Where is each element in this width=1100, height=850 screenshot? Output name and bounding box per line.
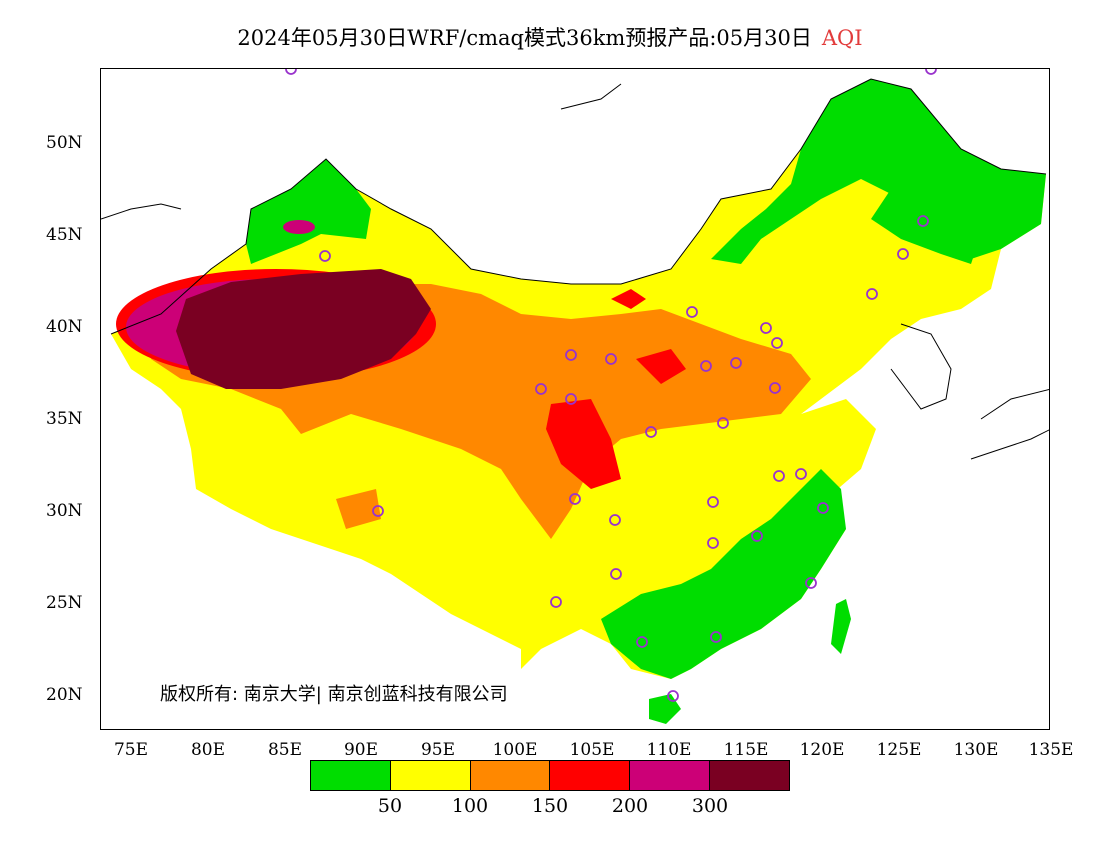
monitoring-site-marker [771, 337, 783, 349]
color-legend [310, 760, 790, 791]
monitoring-site-marker [710, 631, 722, 643]
lon-tick-110: 110E [646, 740, 692, 760]
region-north-xinjiang-green [246, 159, 371, 264]
aqi-map [101, 69, 1049, 724]
monitoring-site-marker [917, 215, 929, 227]
lat-tick-40: 40N [46, 317, 83, 337]
monitoring-site-marker [686, 306, 698, 318]
lat-tick-50: 50N [46, 133, 83, 153]
copyright-text: 版权所有: 南京大学| 南京创蓝科技有限公司 [160, 684, 508, 705]
lon-tick-85: 85E [267, 740, 303, 760]
legend-swatch-0 [311, 761, 391, 790]
monitoring-site-marker [795, 468, 807, 480]
lon-tick-115: 115E [723, 740, 769, 760]
legend-swatch-5 [710, 761, 789, 790]
monitoring-site-marker [550, 596, 562, 608]
monitoring-site-marker [319, 250, 331, 262]
lat-tick-30: 30N [46, 501, 83, 521]
korea-outline [890, 323, 952, 410]
lon-tick-80: 80E [190, 740, 226, 760]
monitoring-site-marker [667, 690, 679, 702]
monitoring-site-marker [605, 353, 617, 365]
monitoring-site-marker [569, 493, 581, 505]
monitoring-site-marker [925, 69, 937, 75]
coast-outline [110, 78, 1047, 335]
monitoring-site-marker [769, 382, 781, 394]
lon-tick-120: 120E [799, 740, 845, 760]
monitoring-site-marker [565, 393, 577, 405]
region-shanxi-red [636, 349, 686, 384]
monitoring-site-marker [751, 530, 763, 542]
region-north-red [611, 289, 646, 309]
lon-tick-105: 105E [569, 740, 615, 760]
lon-tick-100: 100E [492, 740, 538, 760]
monitoring-site-marker [285, 69, 297, 75]
lon-tick-90: 90E [343, 740, 379, 760]
region-tarim-darkred [176, 269, 431, 389]
monitoring-site-marker [707, 496, 719, 508]
monitoring-site-marker [707, 537, 719, 549]
lat-tick-35: 35N [46, 409, 83, 429]
lon-tick-130: 130E [953, 740, 999, 760]
region-sichuan-red [546, 399, 621, 489]
lat-tick-45: 45N [46, 225, 83, 245]
monitoring-site-marker [700, 360, 712, 372]
lon-tick-125: 125E [876, 740, 922, 760]
legend-label-100: 100 [451, 795, 489, 817]
border-outline [101, 83, 622, 220]
monitoring-site-marker [760, 322, 772, 334]
legend-label-150: 150 [531, 795, 569, 817]
region-northeast-green-2 [871, 189, 981, 264]
monitoring-site-marker [805, 577, 817, 589]
monitoring-site-marker [565, 349, 577, 361]
monitoring-site-marker [717, 417, 729, 429]
lon-tick-95: 95E [420, 740, 456, 760]
legend-swatch-4 [630, 761, 711, 790]
region-taiwan-green [831, 599, 851, 654]
lon-tick-75: 75E [113, 740, 149, 760]
map-frame [100, 68, 1050, 730]
monitoring-site-marker [645, 426, 657, 438]
title-variable: AQI [821, 26, 863, 50]
legend-swatch-2 [470, 761, 551, 790]
region-tibet-orange-spot [336, 489, 381, 529]
monitoring-site-marker [636, 636, 648, 648]
monitoring-site-marker [817, 502, 829, 514]
legend-label-200: 200 [611, 795, 649, 817]
map-title: 2024年05月30日WRF/cmaq模式36km预报产品:05月30日 AQI [0, 22, 1100, 52]
region-junggar-magenta [283, 220, 315, 234]
legend-label-300: 300 [691, 795, 729, 817]
title-main: 2024年05月30日WRF/cmaq模式36km预报产品:05月30日 [237, 26, 812, 50]
legend-swatch-1 [390, 761, 471, 790]
japan-outline [970, 388, 1049, 460]
monitoring-site-marker [897, 248, 909, 260]
monitoring-site-marker [773, 470, 785, 482]
monitoring-site-marker [609, 514, 621, 526]
lat-tick-20: 20N [46, 685, 83, 705]
monitoring-site-marker [610, 568, 622, 580]
monitoring-site-marker [372, 505, 384, 517]
lon-tick-135: 135E [1028, 740, 1074, 760]
monitoring-site-marker [866, 288, 878, 300]
lat-tick-25: 25N [46, 593, 83, 613]
legend-swatch-3 [550, 761, 631, 790]
region-south-green [601, 469, 846, 679]
legend-label-50: 50 [377, 795, 403, 817]
monitoring-site-marker [730, 357, 742, 369]
monitoring-site-marker [535, 383, 547, 395]
region-hainan-green [649, 694, 681, 724]
